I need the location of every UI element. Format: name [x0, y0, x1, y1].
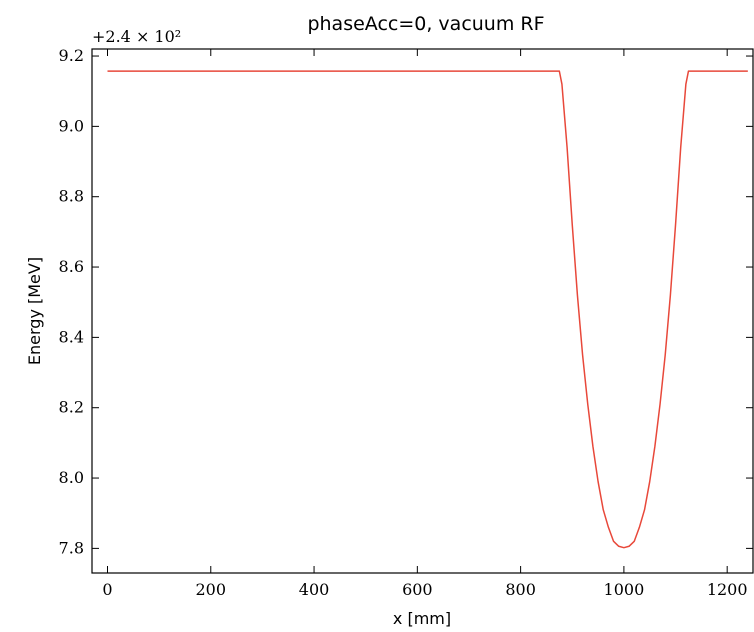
y-tick-label: 9.2	[59, 46, 84, 65]
y-offset-label: +2.4 × 10²	[92, 27, 181, 46]
y-tick-label: 9.0	[59, 116, 84, 135]
y-tick-label: 8.2	[59, 398, 84, 417]
y-tick-label: 8.8	[59, 187, 84, 206]
x-tick-label: 800	[505, 580, 536, 599]
y-tick-label: 7.8	[59, 538, 84, 557]
x-tick-label: 1200	[707, 580, 748, 599]
y-tick-label: 8.4	[59, 327, 84, 346]
y-tick-label: 8.6	[59, 257, 84, 276]
x-axis-ticks: 0 200 400 600 800 1000 1200	[102, 49, 748, 599]
x-tick-label: 200	[196, 580, 227, 599]
x-tick-label: 400	[299, 580, 330, 599]
x-tick-label: 0	[102, 580, 112, 599]
series-line	[107, 70, 748, 549]
plot-frame	[91, 48, 754, 574]
series-group	[107, 70, 748, 549]
x-tick-label: 600	[402, 580, 433, 599]
y-tick-label: 8.0	[59, 468, 84, 487]
x-tick-label: 1000	[604, 580, 645, 599]
y-axis-ticks: 7.8 8.0 8.2 8.4 8.6 8.8 9.0 9.2	[59, 46, 753, 557]
y-axis-label: Energy [MeV]	[25, 257, 44, 365]
x-axis-label: x [mm]	[393, 609, 451, 628]
chart-title: phaseAcc=0, vacuum RF	[307, 13, 544, 35]
